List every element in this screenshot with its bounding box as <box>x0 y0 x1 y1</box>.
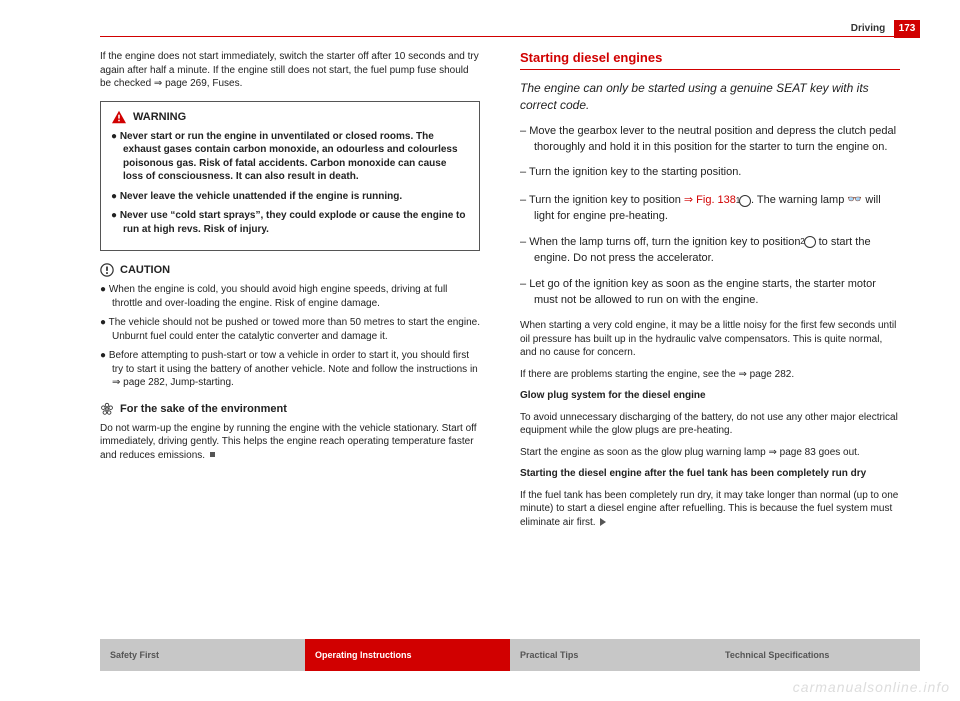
caution-title: CAUTION <box>120 264 170 276</box>
subheading: Glow plug system for the diesel engine <box>520 389 900 403</box>
circled-2-icon: 2 <box>804 236 816 248</box>
step-item: Turn the ignition key to the starting po… <box>520 165 900 181</box>
caution-item: When the engine is cold, you should avoi… <box>100 283 480 310</box>
continue-arrow-icon <box>600 518 606 526</box>
fig-link[interactable]: ⇒ Fig. 138 <box>684 194 736 206</box>
caution-heading: CAUTION <box>100 263 480 277</box>
note-paragraph: If there are problems starting the engin… <box>520 368 900 382</box>
body-paragraph: Start the engine as soon as the glow plu… <box>520 446 900 460</box>
caution-item: Before attempting to push-start or tow a… <box>100 349 480 390</box>
subheading: Starting the diesel engine after the fue… <box>520 467 900 481</box>
warning-icon <box>111 110 127 124</box>
footer-tab-practical[interactable]: Practical Tips <box>510 639 715 671</box>
glow-plug-icon: 👓 <box>847 192 862 206</box>
environment-title: For the sake of the environment <box>120 403 287 415</box>
footer-tab-operating[interactable]: Operating Instructions <box>305 639 510 671</box>
step-item: Move the gearbox lever to the neutral po… <box>520 124 900 156</box>
environment-body: Do not warm-up the engine by running the… <box>100 422 480 463</box>
page: Driving 173 If the engine does not start… <box>0 0 960 701</box>
header-section-label: Driving <box>851 23 885 34</box>
section-rule <box>520 69 900 70</box>
body-paragraph: To avoid unnecessary discharging of the … <box>520 411 900 438</box>
footer-tab-safety[interactable]: Safety First <box>100 639 305 671</box>
warning-item: Never leave the vehicle unattended if th… <box>111 190 469 204</box>
caution-icon <box>100 263 114 277</box>
warning-heading: WARNING <box>111 110 469 124</box>
section-lead: The engine can only be started using a g… <box>520 80 900 114</box>
warning-item: Never use “cold start sprays”, they coul… <box>111 209 469 236</box>
step-item: When the lamp turns off, turn the igniti… <box>520 235 900 267</box>
warning-title: WARNING <box>133 111 186 123</box>
circled-1-icon: 1 <box>739 195 751 207</box>
note-paragraph: When starting a very cold engine, it may… <box>520 319 900 360</box>
step-item: Turn the ignition key to position ⇒ Fig.… <box>520 191 900 225</box>
intro-paragraph: If the engine does not start immediately… <box>100 50 480 91</box>
content-columns: If the engine does not start immediately… <box>100 50 900 621</box>
body-paragraph: If the fuel tank has been completely run… <box>520 489 900 530</box>
caution-item: The vehicle should not be pushed or towe… <box>100 316 480 343</box>
header-rule <box>100 36 920 37</box>
footer-tabs: Safety First Operating Instructions Prac… <box>100 639 920 671</box>
section-heading: Starting diesel engines <box>520 50 900 65</box>
environment-heading: For the sake of the environment <box>100 402 480 416</box>
step-item: Let go of the ignition key as soon as th… <box>520 277 900 309</box>
end-square-icon <box>210 452 215 457</box>
footer-tab-technical[interactable]: Technical Specifications <box>715 639 920 671</box>
warning-box: WARNING Never start or run the engine in… <box>100 101 480 252</box>
flower-icon <box>100 402 114 416</box>
watermark: carmanualsonline.info <box>793 679 950 695</box>
warning-item: Never start or run the engine in unventi… <box>111 130 469 184</box>
